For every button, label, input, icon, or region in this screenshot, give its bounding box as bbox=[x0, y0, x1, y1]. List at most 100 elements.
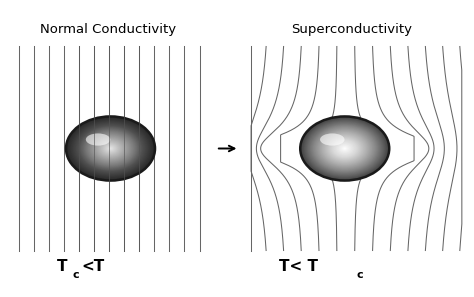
Ellipse shape bbox=[67, 118, 154, 179]
Ellipse shape bbox=[81, 127, 140, 170]
Ellipse shape bbox=[85, 130, 136, 167]
Ellipse shape bbox=[101, 142, 119, 155]
Ellipse shape bbox=[87, 131, 134, 166]
Ellipse shape bbox=[314, 126, 376, 171]
Ellipse shape bbox=[309, 123, 380, 174]
Ellipse shape bbox=[98, 139, 123, 158]
Ellipse shape bbox=[325, 134, 365, 163]
Ellipse shape bbox=[86, 131, 135, 166]
Ellipse shape bbox=[336, 142, 354, 155]
Ellipse shape bbox=[94, 137, 127, 160]
Text: c: c bbox=[356, 270, 363, 280]
Ellipse shape bbox=[334, 140, 356, 157]
Ellipse shape bbox=[317, 129, 372, 168]
Ellipse shape bbox=[340, 145, 349, 152]
Ellipse shape bbox=[303, 119, 386, 178]
Ellipse shape bbox=[344, 148, 346, 149]
Ellipse shape bbox=[105, 145, 116, 152]
Ellipse shape bbox=[93, 136, 128, 161]
Ellipse shape bbox=[100, 141, 121, 156]
Ellipse shape bbox=[326, 135, 363, 162]
Ellipse shape bbox=[306, 121, 383, 176]
Ellipse shape bbox=[331, 138, 359, 159]
Ellipse shape bbox=[88, 132, 134, 165]
Ellipse shape bbox=[321, 131, 368, 166]
Ellipse shape bbox=[314, 127, 375, 170]
Ellipse shape bbox=[75, 123, 146, 174]
Ellipse shape bbox=[84, 130, 137, 167]
Ellipse shape bbox=[320, 133, 345, 146]
Ellipse shape bbox=[341, 146, 348, 151]
Ellipse shape bbox=[103, 143, 118, 154]
Ellipse shape bbox=[335, 142, 355, 155]
Ellipse shape bbox=[334, 141, 355, 156]
Ellipse shape bbox=[305, 120, 385, 177]
Ellipse shape bbox=[316, 128, 374, 169]
Ellipse shape bbox=[339, 144, 351, 153]
Ellipse shape bbox=[73, 121, 148, 176]
Ellipse shape bbox=[105, 144, 117, 153]
Text: c: c bbox=[72, 270, 79, 280]
Ellipse shape bbox=[312, 125, 377, 172]
Ellipse shape bbox=[68, 118, 153, 179]
Ellipse shape bbox=[109, 147, 112, 150]
Ellipse shape bbox=[97, 139, 124, 158]
Ellipse shape bbox=[309, 122, 381, 175]
Ellipse shape bbox=[107, 146, 114, 151]
Ellipse shape bbox=[323, 133, 366, 164]
Ellipse shape bbox=[82, 128, 139, 169]
Ellipse shape bbox=[76, 123, 146, 174]
Ellipse shape bbox=[82, 128, 139, 169]
Ellipse shape bbox=[80, 127, 141, 170]
Ellipse shape bbox=[110, 148, 111, 149]
Ellipse shape bbox=[77, 124, 144, 173]
Ellipse shape bbox=[324, 134, 365, 163]
Ellipse shape bbox=[79, 126, 142, 171]
Ellipse shape bbox=[307, 121, 383, 176]
Ellipse shape bbox=[106, 145, 115, 152]
Text: Superconductivity: Superconductivity bbox=[291, 23, 412, 36]
Ellipse shape bbox=[92, 135, 129, 162]
Ellipse shape bbox=[78, 125, 143, 172]
Ellipse shape bbox=[72, 121, 149, 176]
Ellipse shape bbox=[300, 116, 389, 181]
Ellipse shape bbox=[104, 144, 117, 153]
Ellipse shape bbox=[302, 118, 388, 179]
Ellipse shape bbox=[301, 117, 389, 180]
Ellipse shape bbox=[304, 119, 385, 178]
Ellipse shape bbox=[308, 122, 382, 175]
Ellipse shape bbox=[328, 136, 362, 161]
Ellipse shape bbox=[79, 126, 142, 171]
Ellipse shape bbox=[73, 122, 147, 175]
Ellipse shape bbox=[317, 128, 373, 169]
Ellipse shape bbox=[337, 143, 353, 154]
Ellipse shape bbox=[319, 130, 370, 167]
Text: Normal Conductivity: Normal Conductivity bbox=[40, 23, 176, 36]
Ellipse shape bbox=[327, 136, 363, 161]
Ellipse shape bbox=[305, 120, 384, 177]
Ellipse shape bbox=[101, 142, 120, 155]
Ellipse shape bbox=[88, 132, 133, 165]
Ellipse shape bbox=[67, 117, 154, 180]
Text: T: T bbox=[57, 259, 67, 274]
Ellipse shape bbox=[102, 143, 118, 154]
Ellipse shape bbox=[339, 145, 350, 152]
Ellipse shape bbox=[338, 144, 351, 153]
Ellipse shape bbox=[333, 140, 356, 157]
Ellipse shape bbox=[70, 119, 151, 178]
Ellipse shape bbox=[332, 139, 357, 158]
Ellipse shape bbox=[337, 143, 352, 154]
Ellipse shape bbox=[322, 132, 368, 165]
Ellipse shape bbox=[69, 119, 152, 178]
Ellipse shape bbox=[91, 134, 130, 163]
Ellipse shape bbox=[86, 133, 110, 146]
Ellipse shape bbox=[84, 129, 137, 168]
Ellipse shape bbox=[329, 137, 360, 160]
Ellipse shape bbox=[311, 124, 378, 173]
Ellipse shape bbox=[100, 140, 122, 157]
Ellipse shape bbox=[343, 147, 347, 150]
Ellipse shape bbox=[83, 129, 138, 168]
Ellipse shape bbox=[108, 147, 113, 150]
Ellipse shape bbox=[326, 135, 364, 162]
Ellipse shape bbox=[322, 132, 367, 165]
